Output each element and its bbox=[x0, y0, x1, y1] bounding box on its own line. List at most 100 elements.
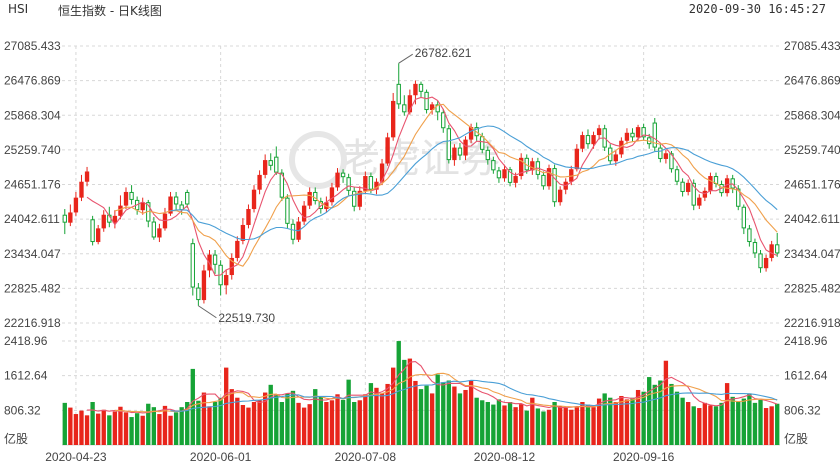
volume-bar-up bbox=[708, 405, 713, 445]
volume-bar-up bbox=[229, 389, 234, 445]
volume-bar-up bbox=[157, 414, 162, 445]
ma20-line bbox=[170, 125, 778, 241]
volume-bar-up bbox=[84, 415, 90, 445]
volume-bar-down bbox=[179, 407, 184, 445]
price-tick-left: 24651.176 bbox=[4, 177, 61, 191]
date-tick: 2020-06-01 bbox=[190, 450, 252, 464]
volume-bar-down bbox=[630, 397, 635, 445]
volume-bar-down bbox=[541, 411, 546, 445]
candle-body-down bbox=[346, 177, 351, 191]
candle-body-down bbox=[457, 147, 463, 156]
volume-bar-up bbox=[140, 415, 145, 445]
candle-body-up bbox=[635, 127, 641, 138]
volume-bar-up bbox=[407, 358, 413, 445]
volume-bar-down bbox=[719, 402, 724, 445]
candle-body-down bbox=[485, 149, 490, 161]
volume-bar-up bbox=[580, 402, 585, 445]
date-tick: 2020-07-08 bbox=[335, 450, 397, 464]
price-tick-right: 24042.611 bbox=[784, 212, 840, 226]
volume-bar-up bbox=[685, 402, 691, 445]
candle-body-up bbox=[257, 174, 262, 190]
volume-bar-up bbox=[769, 406, 774, 445]
volume-bar-up bbox=[240, 405, 246, 445]
volume-bar-up bbox=[301, 407, 307, 445]
volume-bar-up bbox=[262, 392, 268, 445]
candle-body-up bbox=[112, 215, 118, 223]
candle-body-up bbox=[118, 205, 123, 216]
volume-bar-up bbox=[168, 415, 173, 445]
volume-ma5-line bbox=[86, 361, 778, 414]
candle-body-down bbox=[730, 178, 735, 189]
candle-body-down bbox=[368, 176, 374, 190]
volume-bar-down bbox=[435, 374, 440, 445]
candle-body-up bbox=[557, 189, 563, 203]
candle-body-up bbox=[624, 132, 630, 141]
volume-bar-down bbox=[535, 408, 541, 445]
candle-body-up bbox=[569, 169, 574, 182]
volume-bar-down bbox=[485, 402, 490, 445]
volume-bar-down bbox=[585, 404, 591, 445]
volume-bar-up bbox=[329, 400, 335, 445]
candle-body-down bbox=[268, 160, 273, 166]
volume-bar-down bbox=[151, 407, 157, 445]
volume-bar-up bbox=[519, 404, 524, 445]
price-tick-left: 23434.047 bbox=[4, 247, 61, 261]
candle-body-up bbox=[307, 191, 312, 206]
volume-bar-down bbox=[736, 402, 741, 445]
volume-tick-left: 1612.64 bbox=[4, 369, 48, 383]
candle-body-up bbox=[429, 104, 435, 111]
candle-body-down bbox=[496, 170, 502, 179]
volume-bar-up bbox=[390, 367, 396, 445]
candle-body-up bbox=[335, 172, 340, 188]
volume-bar-up bbox=[201, 392, 207, 445]
candle-body-down bbox=[446, 128, 452, 161]
candle-body-up bbox=[530, 161, 535, 171]
volume-bar-down bbox=[190, 368, 195, 445]
volume-bar-up bbox=[162, 405, 168, 445]
candle-body-up bbox=[385, 137, 390, 164]
volume-bar-up bbox=[73, 414, 79, 445]
volume-bar-down bbox=[441, 382, 446, 445]
volume-bar-down bbox=[396, 341, 401, 445]
price-tick-left: 25868.304 bbox=[4, 108, 61, 122]
price-tick-left: 25259.740 bbox=[4, 143, 61, 157]
candle-body-down bbox=[90, 219, 95, 243]
ma10-line bbox=[114, 103, 778, 267]
volume-tick-right: 806.32 bbox=[784, 403, 821, 417]
volume-ma10-line bbox=[114, 372, 778, 413]
volume-bar-up bbox=[335, 394, 340, 445]
volume-bar-up bbox=[324, 402, 329, 445]
volume-bar-down bbox=[268, 384, 273, 445]
volume-bar-up bbox=[546, 409, 552, 445]
candle-body-up bbox=[246, 209, 251, 225]
candle-body-up bbox=[452, 147, 457, 161]
candle-body-down bbox=[552, 168, 557, 203]
candle-body-up bbox=[574, 148, 580, 170]
candle-body-down bbox=[630, 132, 635, 138]
volume-bar-up bbox=[123, 412, 129, 445]
low-pointer bbox=[198, 305, 217, 319]
candle-body-up bbox=[374, 181, 379, 190]
candle-body-down bbox=[402, 104, 407, 113]
candle-body-up bbox=[463, 139, 468, 156]
volume-bar-up bbox=[569, 409, 574, 445]
volume-bar-up bbox=[635, 389, 641, 445]
volume-bar-down bbox=[218, 397, 223, 445]
high-label: 26782.621 bbox=[415, 46, 472, 60]
candle-body-up bbox=[613, 154, 618, 162]
volume-bar-down bbox=[608, 397, 613, 445]
candle-body-up bbox=[224, 275, 229, 286]
volume-bar-down bbox=[340, 399, 346, 445]
volume-bar-down bbox=[418, 389, 424, 445]
price-tick-left: 27085.433 bbox=[4, 39, 61, 53]
volume-bar-down bbox=[368, 383, 374, 445]
volume-bar-down bbox=[173, 412, 179, 445]
volume-tick-left: 2418.96 bbox=[4, 334, 48, 348]
candle-body-down bbox=[541, 174, 546, 187]
candle-body-up bbox=[513, 176, 518, 183]
volume-bar-up bbox=[513, 407, 518, 445]
candle-body-down bbox=[491, 160, 496, 171]
volume-bar-up bbox=[574, 407, 580, 445]
candle-body-up bbox=[619, 140, 624, 155]
volume-tick-right: 1612.64 bbox=[784, 369, 828, 383]
